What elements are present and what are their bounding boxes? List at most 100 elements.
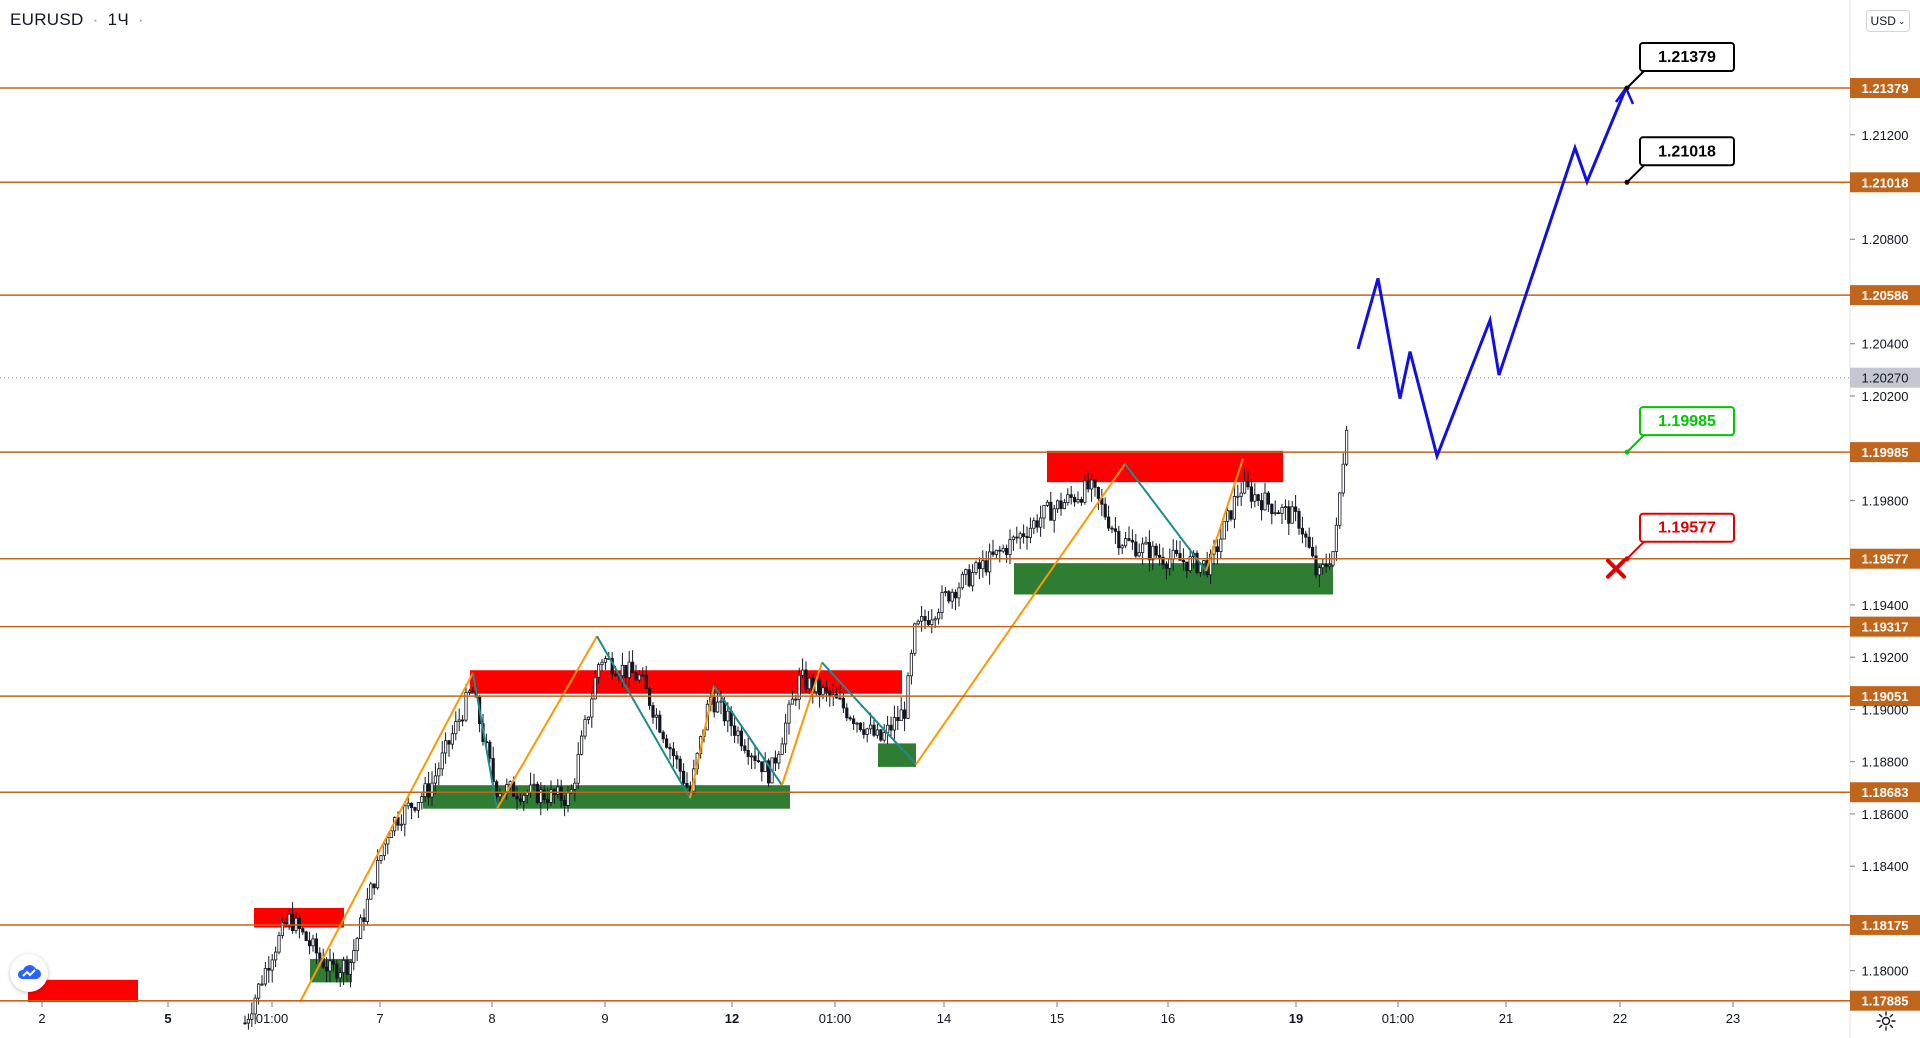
candle-body <box>246 1018 250 1024</box>
candle-body <box>355 938 359 951</box>
zigzag-segment <box>596 635 691 799</box>
candle-body <box>1151 545 1155 561</box>
gear-icon[interactable] <box>1875 1010 1897 1032</box>
callout-target-label: 1.21379 <box>1658 49 1716 66</box>
candle-body <box>967 569 971 587</box>
candle-body <box>1069 494 1073 498</box>
tradingview-cloud-icon[interactable] <box>10 954 48 992</box>
candle-body <box>1188 556 1192 572</box>
candle-body <box>437 768 441 777</box>
y-axis-tick-label: 1.19200 <box>1862 650 1909 665</box>
candle-body <box>1239 492 1243 497</box>
candle-body <box>573 782 577 790</box>
level-label: 1.18683 <box>1862 785 1909 800</box>
candle-body <box>947 591 951 602</box>
candle-body <box>726 710 730 722</box>
x-axis-tick-label: 8 <box>488 1011 495 1026</box>
candle-body <box>627 661 631 679</box>
candle-body <box>341 959 346 974</box>
x-axis-tick-label: 16 <box>1161 1011 1175 1026</box>
candle-body <box>416 802 421 811</box>
candle-body <box>311 938 315 947</box>
candle-body <box>563 800 567 806</box>
candle-body <box>977 562 982 570</box>
currency-selector-button[interactable]: USD ⌄ <box>1866 10 1910 32</box>
zigzag-segment <box>713 685 783 786</box>
candle-body <box>1005 548 1009 555</box>
candle-body <box>539 789 543 804</box>
candle-body <box>1232 495 1236 520</box>
callout-box <box>1639 512 1735 543</box>
candle-body <box>862 729 866 735</box>
candle-body <box>576 753 580 784</box>
candle-body <box>1028 527 1032 538</box>
candle-body <box>1256 494 1260 501</box>
level-label: 1.19317 <box>1862 620 1909 635</box>
y-axis-tick-label: 1.20800 <box>1862 232 1909 247</box>
supply-zone <box>470 670 902 694</box>
candle-body <box>889 724 893 731</box>
callout-pointer <box>1626 68 1647 89</box>
candle-body <box>535 783 540 804</box>
candle-body <box>1168 558 1172 569</box>
candle-body <box>597 664 601 678</box>
candle-body <box>1113 528 1117 532</box>
candle-body <box>559 786 563 801</box>
candle-body <box>743 745 747 751</box>
candle-body <box>1317 567 1321 576</box>
candle-body <box>389 830 393 839</box>
candle-body <box>920 616 924 622</box>
zigzag-segment <box>781 662 823 786</box>
callout-anchor-dot <box>1624 85 1630 91</box>
candle-body <box>304 931 308 942</box>
candle-body <box>301 928 305 933</box>
candle-body <box>892 717 897 731</box>
candle-body <box>981 560 985 570</box>
candle-body <box>556 786 560 795</box>
candle-body <box>1171 549 1175 560</box>
level-label-bg <box>1850 782 1920 803</box>
candle-body <box>913 623 917 654</box>
candle-body <box>256 983 261 999</box>
x-axis-tick-label: 2 <box>38 1011 45 1026</box>
candle-body <box>335 963 339 979</box>
candle-body <box>716 701 720 713</box>
candle-body <box>263 967 268 985</box>
symbol-title[interactable]: EURUSD · 1Ч · <box>10 10 148 30</box>
candle-body <box>1079 499 1083 503</box>
candle-body <box>580 735 584 755</box>
level-label: 1.17885 <box>1862 994 1909 1009</box>
candle-body <box>1246 480 1250 488</box>
candle-body <box>600 661 604 665</box>
candle-body <box>974 562 978 573</box>
candle-body <box>1219 538 1223 553</box>
candle-body <box>1134 541 1138 557</box>
zigzag-segment <box>821 661 917 765</box>
candle-body <box>916 620 920 625</box>
cloud-icon-glyph <box>17 965 41 979</box>
candle-body <box>797 674 801 700</box>
candle-body <box>1175 549 1179 554</box>
level-label-bg <box>1850 548 1920 569</box>
level-label: 1.20586 <box>1862 288 1909 303</box>
candles-group <box>243 425 1349 1030</box>
y-axis-tick-label: 1.19000 <box>1862 702 1909 717</box>
candle-body <box>773 757 778 764</box>
candle-body <box>1253 494 1257 502</box>
candle-body <box>1215 546 1219 553</box>
candle-body <box>338 972 342 979</box>
candle-body <box>1304 533 1308 538</box>
candle-body <box>1164 564 1168 569</box>
level-label-bg <box>1850 285 1920 306</box>
candle-body <box>460 719 465 722</box>
candle-body <box>954 591 958 599</box>
level-label-bg <box>1850 442 1920 463</box>
candle-body <box>277 935 281 953</box>
candle-body <box>1243 480 1247 494</box>
candle-body <box>1107 516 1111 529</box>
candle-body <box>1249 486 1253 502</box>
candle-body <box>369 883 373 900</box>
candle-body <box>780 743 784 755</box>
candle-body <box>872 724 876 736</box>
